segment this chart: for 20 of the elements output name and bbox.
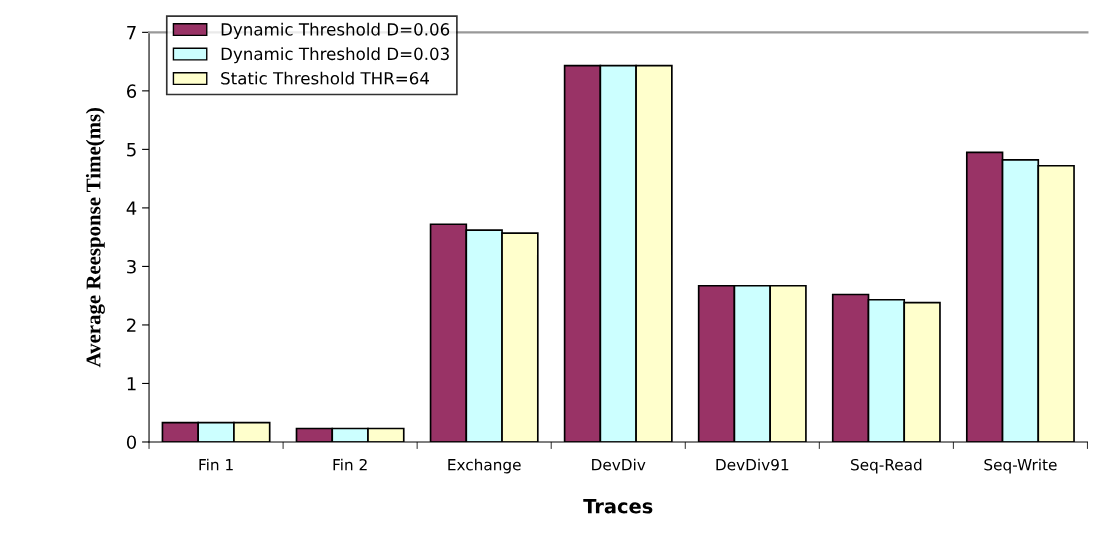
x-tick-label: Seq-Read [851,458,922,474]
y-tick-label: 6 [127,84,137,98]
x-axis-title: Traces [583,499,653,514]
x-tick-label: Fin 2 [333,458,367,471]
y-tick-label: 5 [127,143,136,157]
y-axis-title: Average Reesponse Time(ms) [85,107,105,368]
y-tick-label: 1 [127,377,136,391]
y-tick-label: 0 [126,435,137,450]
x-tick-label: Exchange [448,458,521,474]
x-tick-label: Fin 1 [199,458,233,471]
legend-label: Dynamic Threshold D=0.03 [221,47,449,64]
x-tick-label: DevDiv [592,458,646,471]
legend-label: Dynamic Threshold D=0.06 [221,22,450,39]
x-tick-label: Seq-Write [984,458,1057,474]
y-tick-label: 7 [127,26,136,40]
y-tick-label: 3 [127,259,136,274]
y-tick-label: 4 [126,201,137,215]
y-tick-label: 2 [127,318,136,332]
legend-label: Static Threshold THR=64 [221,71,429,85]
x-tick-label: DevDiv91 [716,458,789,471]
